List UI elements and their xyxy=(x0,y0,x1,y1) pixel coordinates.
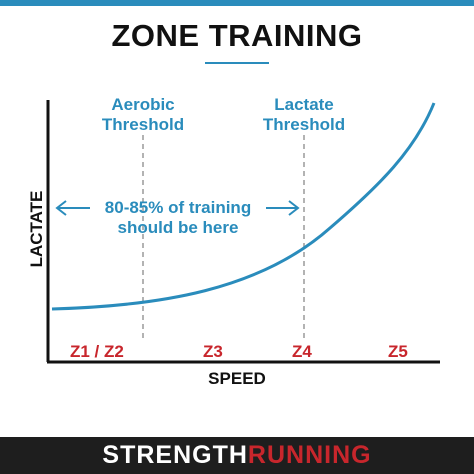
brand-strength: STRENGTH xyxy=(102,441,248,469)
training-range-annotation: 80-85% of training should be here xyxy=(88,198,268,238)
annotation-line1: 80-85% of training xyxy=(104,198,252,217)
lactate-threshold-line2: Threshold xyxy=(262,115,346,134)
footer-brand-bar: STRENGTHRUNNING xyxy=(0,437,474,474)
page-title: ZONE TRAINING xyxy=(111,18,363,53)
lactate-curve xyxy=(51,102,436,311)
brand-running: RUNNING xyxy=(247,441,372,469)
title-underline xyxy=(205,62,269,64)
aerobic-threshold-label: Aerobic Threshold xyxy=(93,95,193,135)
aerobic-threshold-line1: Aerobic xyxy=(111,95,175,114)
zone-label-z4: Z4 xyxy=(292,342,312,361)
lactate-threshold-line1: Lactate xyxy=(274,95,334,114)
zone-label-z5: Z5 xyxy=(388,342,408,361)
lactate-threshold-label: Lactate Threshold xyxy=(254,95,354,135)
zone-label-z1-z2: Z1 / Z2 xyxy=(70,342,124,361)
annotation-line2: should be here xyxy=(117,218,239,237)
x-axis-title: SPEED xyxy=(208,369,266,388)
aerobic-threshold-line2: Threshold xyxy=(101,115,185,134)
training-range-arrow xyxy=(55,200,300,216)
top-accent-bar xyxy=(0,0,474,6)
y-axis-title: LACTATE xyxy=(27,190,46,268)
zone-label-z3: Z3 xyxy=(203,342,223,361)
